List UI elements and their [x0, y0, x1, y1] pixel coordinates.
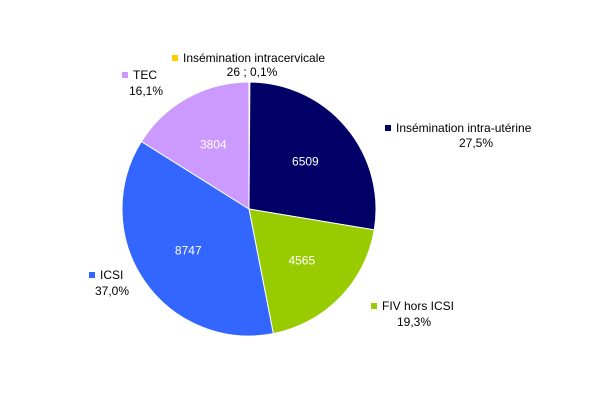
slice-percent-label: 19,3%	[397, 315, 431, 329]
slice-percent-label: 16,1%	[129, 84, 163, 98]
slice-value-label: 4565	[288, 253, 315, 267]
legend-marker	[172, 55, 178, 61]
slice-percent-label: 37,0%	[95, 284, 129, 298]
legend-marker	[89, 272, 95, 278]
pie-slice-icsi	[121, 140, 274, 337]
pie-slice-fiv-hors-icsi	[248, 208, 375, 335]
slice-value-label: 6509	[292, 155, 319, 169]
slice-name-label: ICSI	[100, 268, 123, 282]
pie-slices	[121, 81, 377, 337]
slice-value-labels: 6509 4565 8747 3804	[175, 138, 319, 268]
legend-marker	[371, 303, 377, 309]
slice-label-tec: TEC 16,1%	[122, 68, 163, 98]
pie-slice-insemination-intra-uterine	[248, 81, 377, 231]
slice-name-label: Insémination intracervicale	[183, 51, 325, 65]
slice-percent-label: 27,5%	[459, 136, 493, 150]
slice-name-label: Insémination intra-utérine	[396, 121, 532, 135]
slice-value-label: 8747	[175, 244, 202, 258]
slice-label-fiv-hors-icsi: FIV hors ICSI 19,3%	[371, 299, 454, 329]
slice-value-label: 3804	[200, 138, 227, 152]
legend-marker	[385, 125, 391, 131]
slice-name-label: TEC	[133, 68, 157, 82]
slice-label-icsi: ICSI 37,0%	[89, 268, 129, 298]
legend-marker	[122, 72, 128, 78]
pie-slice-tec	[140, 81, 250, 210]
slice-percent-label: 26 ; 0,1%	[227, 65, 278, 79]
slice-name-label: FIV hors ICSI	[382, 299, 454, 313]
